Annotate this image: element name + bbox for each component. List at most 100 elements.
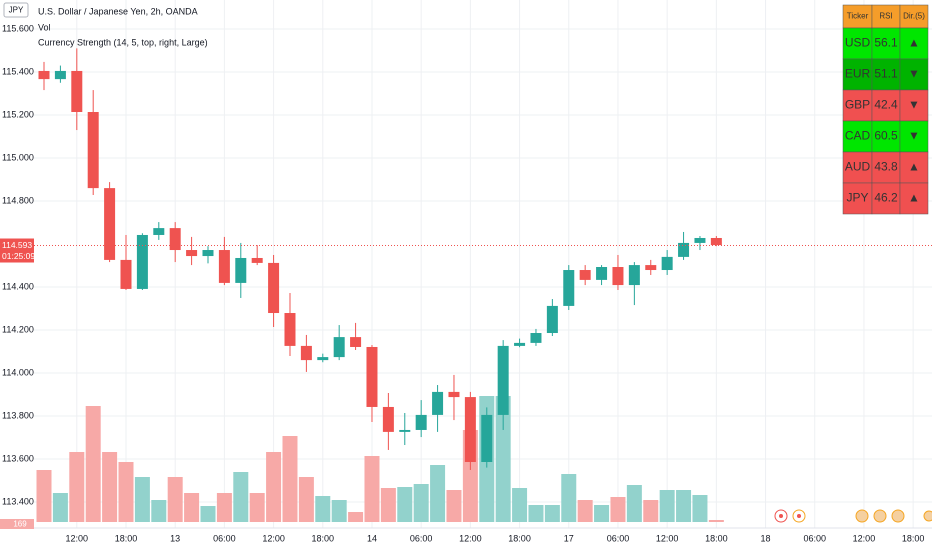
candle-body[interactable] (350, 337, 362, 347)
candle-body[interactable] (218, 250, 230, 283)
candle-body[interactable] (235, 257, 247, 283)
candle-body[interactable] (251, 257, 263, 263)
candle-body[interactable] (268, 262, 280, 314)
candle-body[interactable] (710, 237, 722, 246)
y-tick-label: 114.200 (2, 324, 34, 334)
candle-body[interactable] (38, 70, 50, 80)
event-icon-dot (779, 514, 783, 518)
candle-body[interactable] (136, 234, 148, 289)
event-icon[interactable] (855, 509, 869, 523)
volume-bar (266, 452, 282, 522)
volume-bar (577, 500, 593, 522)
volume-bar (692, 495, 708, 522)
volume-bar (528, 505, 544, 522)
table-cell-text: ▼ (908, 98, 920, 112)
event-icon[interactable] (873, 509, 887, 523)
candle-body[interactable] (415, 414, 427, 430)
volume-scale-badge (0, 519, 34, 529)
candle-body[interactable] (563, 270, 575, 306)
candle-body[interactable] (694, 237, 706, 243)
x-tick-label: 06:00 (607, 533, 630, 543)
volume-bar (561, 474, 577, 522)
x-tick-label: 18:00 (508, 533, 531, 543)
candle-body[interactable] (284, 313, 296, 346)
table-cell (899, 120, 929, 153)
candle-body[interactable] (104, 188, 116, 260)
event-icons (774, 509, 932, 523)
last-price-label: 114.593 (2, 240, 32, 250)
volume-bar (36, 470, 52, 522)
volume-bar (52, 493, 68, 522)
table-cell-text: 46.2 (874, 191, 898, 205)
rsi-table: Ticker RSI Dir.(5) USD 56.1 ▲ EUR 51.1 ▼ GBP 42.4 ▼… (842, 4, 929, 215)
candle-body[interactable] (579, 270, 591, 280)
table-cell-text: JPY (846, 191, 868, 205)
table-cell (899, 89, 929, 122)
y-tick-label: 113.800 (2, 410, 34, 420)
x-tick-label: 12:00 (853, 533, 876, 543)
table-header-text: RSI (879, 12, 892, 21)
candle-body[interactable] (596, 267, 608, 280)
volume-legend: Vol (38, 22, 51, 32)
candle-body[interactable] (678, 242, 690, 257)
event-icon[interactable] (891, 509, 905, 523)
candle-body[interactable] (530, 333, 542, 343)
candle-body[interactable] (120, 259, 132, 289)
volume-bar (331, 500, 347, 522)
candle-body[interactable] (628, 265, 640, 286)
table-cell-text: 60.5 (874, 129, 898, 143)
y-tick-label: 113.600 (2, 453, 34, 463)
candle-body[interactable] (186, 250, 198, 257)
x-tick-label: 06:00 (213, 533, 236, 543)
table-cell-text: USD (845, 36, 871, 50)
candle-body[interactable] (153, 228, 165, 235)
axes: 113.400 113.600 113.800 114.000 114.200 114.4… (0, 23, 932, 550)
volume-bar (315, 496, 331, 522)
volume-bar (134, 477, 150, 522)
x-tick-label: 18:00 (115, 533, 138, 543)
volume-bar (69, 452, 85, 522)
candle-body[interactable] (432, 391, 444, 415)
volume-bar (167, 477, 183, 522)
candle-body[interactable] (612, 267, 624, 286)
volume-bar (118, 462, 134, 522)
candle-body[interactable] (399, 429, 411, 432)
volume-bar (184, 493, 200, 522)
volume-bar (643, 500, 659, 522)
candle-body[interactable] (71, 70, 83, 113)
candle-body[interactable] (317, 357, 329, 361)
event-icon[interactable] (923, 510, 932, 522)
volume-bar (610, 497, 626, 522)
table-header-text: Dir.(5) (903, 12, 925, 21)
volume-bar (233, 472, 249, 522)
x-tick-label: 13 (170, 533, 180, 543)
candle-body[interactable] (464, 397, 476, 462)
indicator-legend: Currency Strength (14, 5, top, right, La… (38, 37, 208, 47)
candle-body[interactable] (202, 250, 214, 257)
candle-body[interactable] (645, 265, 657, 271)
volume-bar (364, 456, 380, 522)
x-tick-label: 12:00 (459, 533, 482, 543)
x-tick-label: 12:00 (66, 533, 89, 543)
candle-body[interactable] (481, 414, 493, 462)
volume-bar (348, 512, 364, 522)
table-cell-text: 42.4 (874, 98, 898, 112)
volume-bar (495, 396, 511, 522)
candle-body[interactable] (54, 70, 66, 80)
candle-body[interactable] (497, 345, 509, 415)
candle-body[interactable] (661, 256, 673, 271)
candle-body[interactable] (366, 346, 378, 407)
candle-body[interactable] (514, 342, 526, 346)
candle-body[interactable] (87, 112, 99, 189)
candle-body[interactable] (169, 228, 181, 251)
candle-body[interactable] (448, 391, 460, 398)
table-cell-text: GBP (845, 98, 870, 112)
candle-body[interactable] (300, 345, 312, 361)
candle-body[interactable] (382, 406, 394, 432)
candle-body[interactable] (546, 305, 558, 334)
candle-body[interactable] (333, 337, 345, 358)
symbol-badge-text: JPY (9, 6, 24, 15)
table-cell (899, 151, 929, 184)
symbol-badge[interactable] (3, 2, 29, 18)
